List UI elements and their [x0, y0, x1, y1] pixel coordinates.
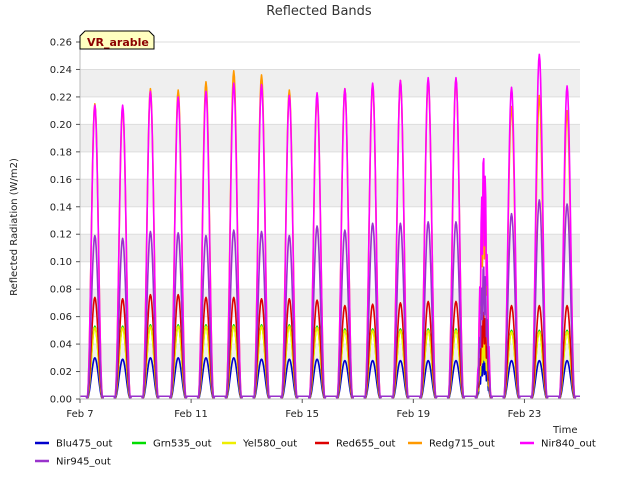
x-tick-label: Feb 23 [508, 409, 542, 420]
axes: 0.00 0.02 0.04 0.06 0.08 0.10 0.12 0.14 0.16 0.18… [50, 38, 580, 420]
y-tick-label: 0.06 [50, 312, 72, 323]
y-tick-label: 0.22 [50, 92, 72, 103]
y-tick-label: 0.10 [50, 257, 72, 268]
chart-title: Reflected Bands [266, 4, 372, 19]
x-tick-label: Feb 15 [285, 409, 319, 420]
x-axis-label: Time [552, 425, 577, 436]
badge-label: VR_arable [87, 36, 149, 49]
series-lines [80, 53, 580, 400]
y-tick-label: 0.04 [50, 340, 72, 351]
y-tick-label: 0.12 [50, 230, 72, 241]
y-tick-label: 0.16 [50, 175, 72, 186]
x-tick-label: Feb 19 [397, 409, 431, 420]
legend-label-Nir945_out: Nir945_out [56, 457, 111, 468]
y-tick-label: 0.00 [50, 395, 72, 406]
x-tick-label: Feb 7 [66, 409, 93, 420]
badge: VR_arable [79, 30, 155, 50]
plot-background [80, 42, 580, 399]
y-tick-label: 0.14 [50, 202, 72, 213]
legend-label-Blu475_out: Blu475_out [56, 439, 113, 450]
x-tick-label: Feb 11 [174, 409, 208, 420]
legend-label-Redg715_out: Redg715_out [429, 439, 495, 450]
plot-band [80, 69, 580, 97]
plot-band [80, 234, 580, 262]
y-tick-label: 0.08 [50, 285, 72, 296]
y-tick-label: 0.18 [50, 147, 72, 158]
y-tick-label: 0.24 [50, 65, 72, 76]
plot-band [80, 289, 580, 317]
badge-box [79, 30, 155, 50]
legend-label-Nir840_out: Nir840_out [541, 439, 596, 450]
plot-band [80, 124, 580, 152]
plot-area [80, 42, 580, 399]
y-tick-label: 0.20 [50, 120, 72, 131]
legend-label-Red655_out: Red655_out [336, 439, 396, 450]
legend: Blu475_out Grn535_out Yel580_out Red655_out… [35, 439, 596, 468]
plot-band [80, 344, 580, 372]
y-tick-label: 0.26 [50, 38, 72, 49]
legend-label-Yel580_out: Yel580_out [242, 439, 297, 450]
y-axis-label: Reflected Radiation (W/m2) [9, 158, 20, 296]
y-tick-label: 0.02 [50, 367, 72, 378]
plot-band [80, 179, 580, 207]
legend-label-Grn535_out: Grn535_out [153, 439, 212, 450]
series-line-Nir945_out [80, 199, 580, 400]
